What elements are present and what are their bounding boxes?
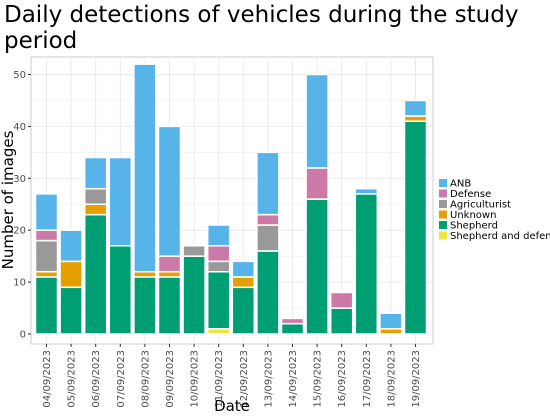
bar-segment <box>59 229 83 263</box>
bar-segment <box>305 73 329 169</box>
bar-segment <box>34 193 59 231</box>
legend-swatch <box>439 231 447 240</box>
legend-swatch <box>439 179 447 187</box>
bar-segment <box>305 167 329 200</box>
bar-segment <box>256 250 280 335</box>
bar-segment <box>206 245 231 263</box>
y-axis-ticks: 0 10 20 30 40 50 <box>13 70 31 341</box>
bar-segment <box>280 317 305 325</box>
bar-segment <box>59 286 83 335</box>
x-tick-label: 13/09/2023 <box>263 350 274 408</box>
bar-segment <box>231 260 256 278</box>
bar-segment <box>108 156 133 247</box>
x-tick-label: 15/09/2023 <box>313 350 324 408</box>
bar-segment <box>206 224 231 247</box>
bar-segment <box>329 307 354 335</box>
chart-title-line2: period <box>4 28 77 54</box>
bar-segment <box>108 245 133 335</box>
legend-swatch <box>439 221 447 229</box>
x-tick-label: 10/09/2023 <box>190 350 201 408</box>
legend-label: Defense <box>450 189 491 200</box>
bars <box>34 63 428 335</box>
y-tick-label: 0 <box>20 330 26 341</box>
x-tick-label: 17/09/2023 <box>362 350 373 408</box>
legend-label: Unknown <box>450 210 496 221</box>
bar-segment <box>133 276 157 335</box>
bar-segment <box>256 224 280 252</box>
x-tick-label: 05/09/2023 <box>67 350 78 408</box>
y-tick-label: 40 <box>13 122 26 133</box>
bar-segment <box>83 213 108 335</box>
bar-segment <box>280 322 305 335</box>
bar-segment <box>231 286 256 335</box>
bar-segment <box>182 245 206 257</box>
bar-segment <box>256 151 280 216</box>
y-tick-label: 20 <box>13 226 26 237</box>
bar-segment <box>133 270 157 278</box>
bar-segment <box>305 198 329 335</box>
x-tick-label: 09/09/2023 <box>165 350 176 408</box>
legend-label: Shepherd and defense <box>450 231 550 242</box>
bar-segment <box>329 291 354 309</box>
x-tick-label: 14/09/2023 <box>288 350 299 408</box>
bar-segment <box>34 276 59 335</box>
bar-segment <box>182 255 206 335</box>
bar-segment <box>59 260 83 289</box>
bar-segment <box>379 328 403 335</box>
legend-swatch <box>439 210 447 219</box>
x-tick-label: 06/09/2023 <box>91 350 102 408</box>
x-tick-label: 04/09/2023 <box>42 350 53 408</box>
legend-swatch <box>439 200 447 208</box>
chart-title: Daily detections of vehicles during the … <box>4 2 518 28</box>
bar-segment <box>157 125 182 257</box>
x-tick-label: 16/09/2023 <box>337 350 348 408</box>
bar-segment <box>133 63 157 273</box>
bar-segment <box>354 187 379 195</box>
bar-segment <box>231 276 256 289</box>
bar-segment <box>354 193 379 335</box>
bar-segment <box>206 328 231 335</box>
x-tick-label: 07/09/2023 <box>116 350 127 408</box>
legend-swatch <box>439 189 447 198</box>
bar-segment <box>83 187 108 205</box>
bar-segment <box>157 276 182 335</box>
bar-segment <box>256 213 280 226</box>
bar-segment <box>157 270 182 278</box>
bar-segment <box>34 229 59 242</box>
bar-segment <box>379 312 403 330</box>
bar-segment <box>83 203 108 216</box>
bar-segment <box>403 115 428 122</box>
x-tick-label: 08/09/2023 <box>140 350 151 408</box>
legend-label: Agriculturist <box>450 200 511 211</box>
legend: ANBDefenseAgriculturistUnknownShepherdSh… <box>439 179 550 242</box>
bar-segment <box>403 120 428 335</box>
bar-segment <box>83 156 108 190</box>
x-tick-label: 19/09/2023 <box>411 350 422 408</box>
bar-segment <box>206 260 231 273</box>
bar-segment <box>157 255 182 273</box>
x-tick-label: 11/09/2023 <box>214 350 225 408</box>
x-axis-ticks: 04/09/2023 05/09/2023 06/09/2023 07/09/2023… <box>42 344 422 408</box>
y-tick-label: 50 <box>13 70 26 81</box>
bar-segment <box>403 99 428 117</box>
y-tick-label: 10 <box>13 278 26 289</box>
legend-label: ANB <box>450 179 471 190</box>
legend-label: Shepherd <box>450 221 498 232</box>
x-axis-title: Date <box>214 397 250 415</box>
y-tick-label: 30 <box>13 174 26 185</box>
x-tick-label: 18/09/2023 <box>386 350 397 408</box>
x-tick-label: 12/09/2023 <box>239 350 250 408</box>
y-axis-title: Number of images <box>0 130 17 269</box>
bar-segment <box>34 270 59 278</box>
bar-segment <box>34 239 59 273</box>
bar-segment <box>206 270 231 330</box>
